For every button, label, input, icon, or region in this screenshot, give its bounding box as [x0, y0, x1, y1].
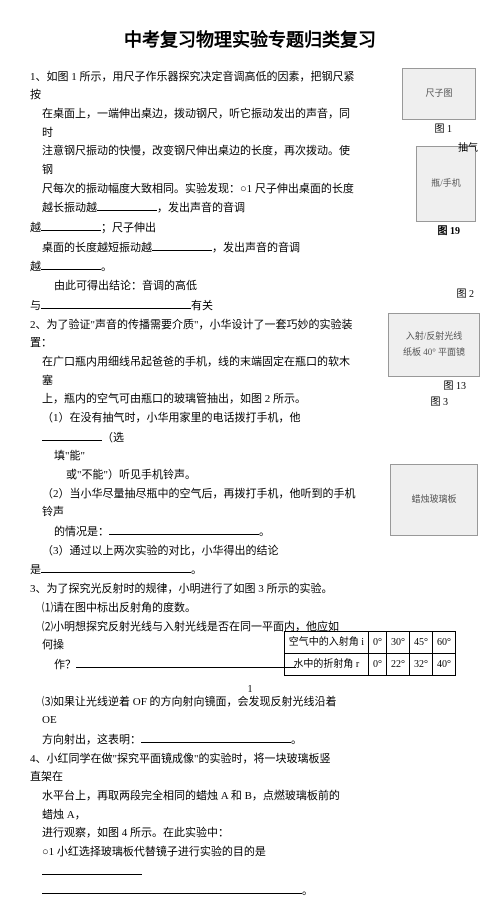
q2-l9: （3）通过以上两次实验的对比，小华得出的结论: [30, 542, 360, 561]
cell: 0°: [369, 654, 387, 676]
q4-l2: 水平台上，再取两段完全相同的蜡烛 A 和 B，点燃玻璃板前的蜡烛 A，: [30, 787, 340, 824]
q3-l5: ⑶如果让光线逆着 OF 的方向射向镜面，会发现反射光线沿着 OE: [30, 693, 340, 730]
q1-l3: 注意钢尺振动的快慢，改变钢尺伸出桌边的长度，再次拨动。使钢: [30, 142, 360, 179]
q3-l6: 方向射出，这表明：。: [30, 730, 340, 750]
q4-blank-line: 。: [30, 881, 340, 901]
q4-l3: 进行观察，如图 4 所示。在此实验中：: [30, 824, 340, 843]
q3-l1: 3、为了探究光反射时的规律，小明进行了如图 3 所示的实验。: [30, 580, 340, 599]
q2-l10: 是。: [30, 560, 360, 580]
q4-l1: 4、小红同学在做"探究平面镜成像"的实验时，将一块玻璃板竖直架在: [30, 750, 340, 787]
figure-3-label: 图 3: [431, 394, 449, 411]
figure-2-label: 图 2: [457, 286, 475, 303]
cell: 60°: [433, 632, 456, 654]
q1-l4: 尺每次的振动幅度大致相同。实验发现：○1 尺子伸出桌面的长度: [30, 180, 360, 199]
figure-1-label: 图 1: [435, 121, 453, 138]
cell: 40°: [433, 654, 456, 676]
cell: 22°: [387, 654, 410, 676]
figure-1: 尺子图: [402, 68, 476, 120]
q3-l2: ⑴请在图中标出反射角的度数。: [30, 599, 340, 618]
q1-block: 1、如图 1 所示，用尺子作乐器探究决定音调高低的因素，把钢尺紧按 在桌面上，一…: [30, 68, 360, 316]
q2-l6: 或"不能"）听见手机铃声。: [30, 466, 360, 485]
cell: 30°: [387, 632, 410, 654]
figure-19-label: 图 19: [438, 223, 461, 240]
q2-block: 2、为了验证"声音的传播需要介质"，小华设计了一套巧妙的实验装置： 在广口瓶内用…: [30, 316, 360, 581]
q1-l6: 越；尺子伸出: [30, 218, 360, 238]
q1-l7: 桌面的长度越短振动越，发出声音的音调: [30, 238, 360, 258]
cell: 45°: [410, 632, 433, 654]
figure-4: 蜡烛玻璃板: [390, 464, 478, 536]
figure-13-label: 图 13: [444, 378, 467, 395]
q1-l9: 由此可得出结论：音调的高低: [30, 277, 360, 296]
q1-l1: 1、如图 1 所示，用尺子作乐器探究决定音调高低的因素，把钢尺紧按: [30, 68, 360, 105]
q2-l2: 在广口瓶内用细线吊起爸爸的手机，线的末端固定在瓶口的软木塞: [30, 353, 360, 390]
cell: 32°: [410, 654, 433, 676]
q2-l4: （1）在没有抽气时，小华用家里的电话拨打手机，他（选: [30, 409, 360, 447]
q4-l4: ○1 小红选择玻璃板代替镜子进行实验的目的是: [30, 843, 340, 881]
figure-3: 入射/反射光线纸板 40° 平面镜: [388, 313, 480, 377]
q2-l5: 填"能": [30, 447, 360, 466]
q2-l8: 的情况是：。: [30, 522, 360, 542]
q4-block: 4、小红同学在做"探究平面镜成像"的实验时，将一块玻璃板竖直架在 水平台上，再取…: [30, 750, 340, 901]
q2-l3: 上，瓶内的空气可由瓶口的玻璃管抽出，如图 2 所示。: [30, 390, 360, 409]
q1-l2: 在桌面上，一端伸出桌边，拨动钢尺，听它振动发出的声音，同时: [30, 105, 360, 142]
q2-l1: 2、为了验证"声音的传播需要介质"，小华设计了一套巧妙的实验装置：: [30, 316, 360, 353]
q1-l10: 与有关: [30, 296, 360, 316]
q1-l8: 越。: [30, 257, 360, 277]
q3-block: 3、为了探究光反射时的规律，小明进行了如图 3 所示的实验。 ⑴请在图中标出反射…: [30, 580, 340, 750]
q2-l7: （2）当小华尽量抽尽瓶中的空气后，再拨打手机，他听到的手机铃声: [30, 485, 360, 522]
cell: 0°: [369, 632, 387, 654]
q3-l4: 作？: [30, 655, 340, 675]
page-title: 中考复习物理实验专题归类复习: [30, 25, 470, 56]
figure-19: 瓶/手机: [416, 146, 476, 222]
figure-19-extra: 抽气: [458, 140, 478, 157]
q1-l5: 越长振动越，发出声音的音调: [30, 198, 360, 218]
q3-l3: ⑵小明想探究反射光线与入射光线是否在同一平面内，他应如何操: [30, 618, 340, 655]
